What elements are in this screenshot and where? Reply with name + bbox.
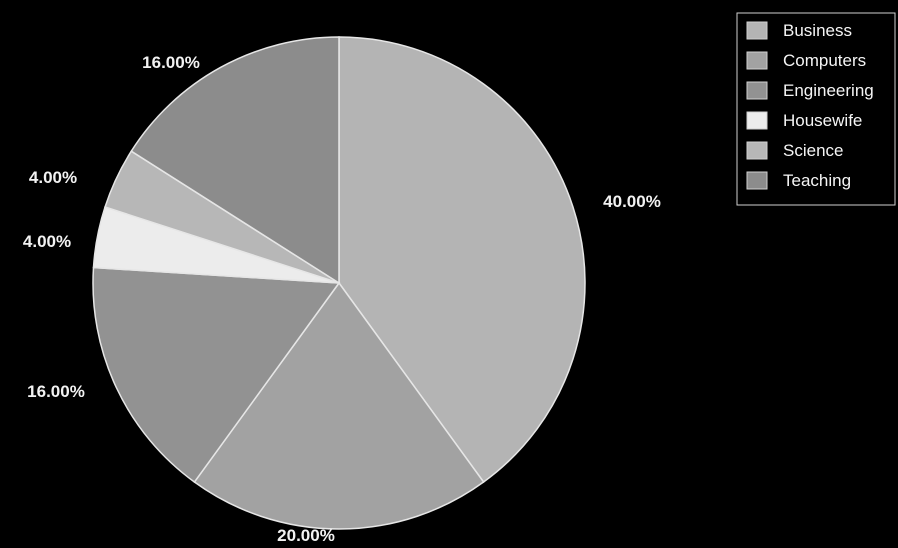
legend-swatch-teaching <box>746 171 768 190</box>
slice-label-computers: 20.00% <box>277 526 335 545</box>
legend-label-business: Business <box>783 21 852 40</box>
pie-slices <box>92 36 586 530</box>
legend-label-teaching: Teaching <box>783 171 851 190</box>
slice-label-housewife: 4.00% <box>23 232 71 251</box>
legend-swatch-engineering <box>746 81 768 100</box>
legend-label-housewife: Housewife <box>783 111 862 130</box>
slice-label-teaching: 16.00% <box>142 53 200 72</box>
slice-label-business: 40.00% <box>603 192 661 211</box>
legend-label-engineering: Engineering <box>783 81 874 100</box>
legend-swatch-computers <box>746 51 768 70</box>
legend-label-computers: Computers <box>783 51 866 70</box>
pie-slice-teaching <box>130 36 340 285</box>
legend-swatch-housewife <box>746 111 768 130</box>
legend-swatch-business <box>746 21 768 40</box>
pie-slice-computers <box>193 281 485 530</box>
slice-value-labels: 40.00% 20.00% 16.00% 4.00% 4.00% 16.00% <box>23 53 661 545</box>
chart-legend: Business Computers Engineering Housewife Sci… <box>736 12 896 206</box>
slice-label-engineering: 16.00% <box>27 382 85 401</box>
pie-slice-business <box>338 36 586 484</box>
legend-swatch-science <box>746 141 768 160</box>
pie-slice-engineering <box>92 266 341 484</box>
legend-label-science: Science <box>783 141 843 160</box>
slice-label-science: 4.00% <box>29 168 77 187</box>
